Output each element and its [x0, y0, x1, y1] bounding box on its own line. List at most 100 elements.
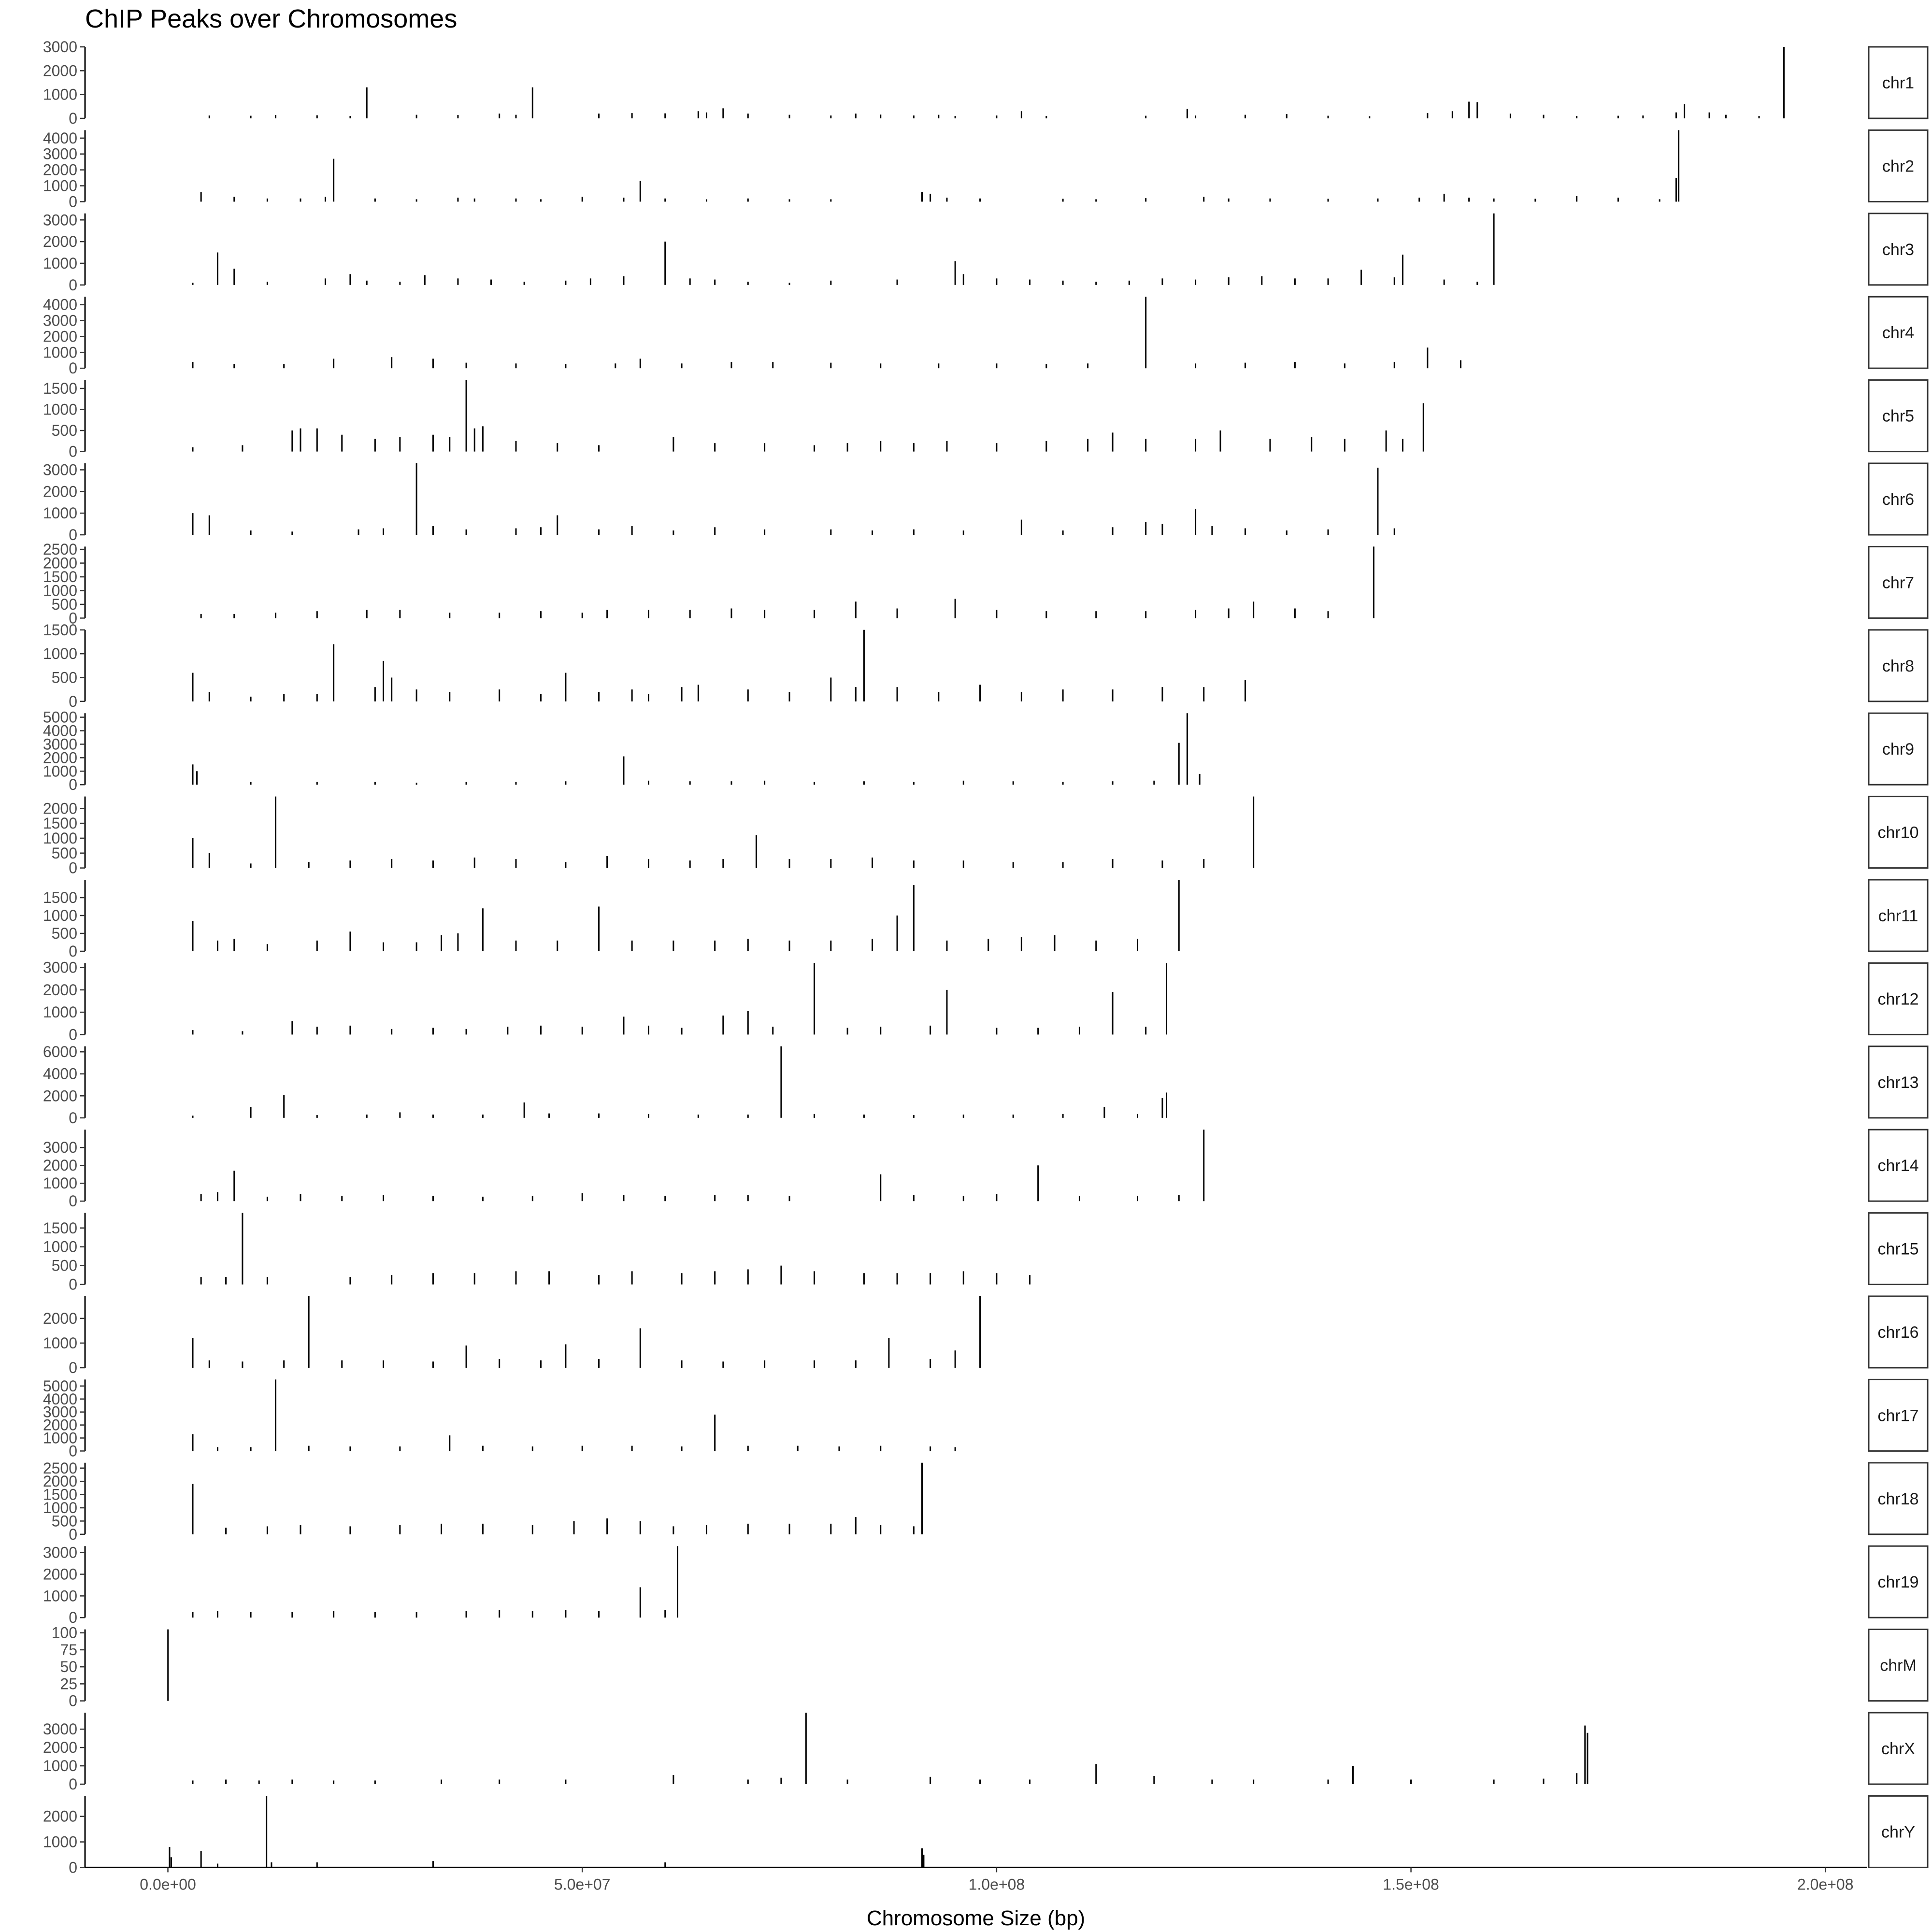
y-tick-label: 1000 — [43, 1429, 77, 1446]
x-axis-title: Chromosome Size (bp) — [867, 1906, 1085, 1930]
y-tick-label: 1000 — [43, 401, 77, 418]
facet-panel-chr1: 0 1000 2000 3000 chr1 — [43, 38, 1929, 127]
y-tick-label: 4000 — [43, 1390, 77, 1408]
facet-panels: 0100020003000chr101000200030004000chr201… — [43, 38, 1929, 1876]
facet-strip-label: chr11 — [1878, 907, 1918, 925]
y-tick-label: 1500 — [43, 568, 77, 586]
facet-strip-chr6 — [1868, 462, 1929, 536]
facet-strip-label: chr13 — [1877, 1073, 1918, 1092]
facet-strip-chr18 — [1868, 1462, 1929, 1535]
facet-strip-chr16 — [1868, 1295, 1929, 1369]
y-tick-label: 500 — [52, 596, 77, 613]
facet-strip-label: chr2 — [1882, 157, 1914, 175]
y-tick-label: 3000 — [43, 735, 77, 753]
y-tick-label: 2000 — [43, 161, 77, 179]
y-tick-label: 6000 — [43, 1043, 77, 1060]
facet-strip-label: chr7 — [1882, 573, 1914, 592]
facet-strip-label: chr4 — [1882, 324, 1914, 342]
facet-panel-chr8: 0 500 1000 1500 chr8 — [43, 621, 1929, 710]
y-tick-label: 0 — [69, 1442, 77, 1460]
facet-strip-label: chr6 — [1882, 490, 1914, 509]
facet-strip-chr10 — [1868, 796, 1929, 869]
facet-strip-label: chr17 — [1877, 1406, 1918, 1425]
x-tick-label: 0.0e+00 — [140, 1875, 196, 1893]
y-tick-label: 1500 — [43, 1219, 77, 1237]
y-tick-label: 1000 — [43, 830, 77, 847]
facet-panel-chrY: 0 1000 2000 chrY — [43, 1795, 1929, 1876]
y-tick-label: 0 — [69, 1526, 77, 1543]
y-tick-label: 0 — [69, 1109, 77, 1127]
y-tick-label: 1500 — [43, 1486, 77, 1503]
y-tick-label: 0 — [69, 1775, 77, 1793]
y-tick-label: 100 — [52, 1624, 77, 1642]
x-tick-label: 1.0e+08 — [969, 1875, 1025, 1893]
y-tick-label: 2000 — [43, 62, 77, 79]
facet-strip-label: chr18 — [1877, 1490, 1918, 1508]
y-tick-label: 1000 — [43, 1499, 77, 1517]
y-tick-label: 2000 — [43, 981, 77, 999]
y-tick-label: 1500 — [43, 380, 77, 397]
y-tick-label: 0 — [69, 110, 77, 127]
y-tick-label: 2000 — [43, 233, 77, 250]
y-tick-label: 1000 — [43, 504, 77, 522]
y-tick-label: 1000 — [43, 645, 77, 662]
x-tick-label: 2.0e+08 — [1797, 1875, 1854, 1893]
y-tick-label: 4000 — [43, 296, 77, 314]
y-tick-label: 25 — [60, 1675, 77, 1692]
facet-strip-label: chr19 — [1877, 1573, 1918, 1591]
y-tick-label: 3000 — [43, 1139, 77, 1156]
facet-strip-chr19 — [1868, 1545, 1929, 1618]
y-tick-label: 1000 — [43, 255, 77, 272]
x-tick-label: 5.0e+07 — [554, 1875, 611, 1893]
y-tick-label: 0 — [69, 1859, 77, 1876]
y-tick-label: 50 — [60, 1658, 77, 1675]
facet-strip-chr4 — [1868, 296, 1929, 369]
y-tick-label: 500 — [52, 1257, 77, 1274]
y-tick-label: 4000 — [43, 129, 77, 147]
y-tick-label: 2000 — [43, 1087, 77, 1104]
facet-strip-label: chrY — [1881, 1823, 1915, 1841]
y-tick-label: 500 — [52, 925, 77, 942]
y-tick-label: 2000 — [43, 1566, 77, 1583]
y-tick-label: 500 — [52, 844, 77, 862]
y-tick-label: 2000 — [43, 800, 77, 817]
y-tick-label: 1000 — [43, 1587, 77, 1604]
y-tick-label: 4000 — [43, 1065, 77, 1083]
y-tick-label: 3000 — [43, 38, 77, 56]
facet-strip-chr15 — [1868, 1212, 1929, 1286]
facet-strip-label: chr12 — [1877, 990, 1918, 1008]
y-tick-label: 0 — [69, 276, 77, 294]
y-tick-label: 500 — [52, 1512, 77, 1530]
facet-strip-label: chrM — [1880, 1657, 1917, 1675]
facet-strip-label: chr10 — [1877, 824, 1918, 842]
y-tick-label: 1000 — [43, 762, 77, 780]
facet-strip-chr5 — [1868, 379, 1929, 453]
facet-strip-label: chr15 — [1877, 1240, 1918, 1259]
y-tick-label: 2500 — [43, 1460, 77, 1477]
y-tick-label: 2000 — [43, 1808, 77, 1825]
y-tick-label: 0 — [69, 443, 77, 460]
facet-strip-label: chr8 — [1882, 657, 1914, 675]
facet-strip-chr7 — [1868, 545, 1929, 619]
facet-strip-chr9 — [1868, 712, 1929, 786]
facet-panel-chr6: 0 1000 2000 3000 chr6 — [43, 461, 1929, 544]
facet-panel-chr5: 0 500 1000 1500 chr5 — [43, 379, 1929, 460]
y-tick-label: 1500 — [43, 621, 77, 639]
facet-strip-chr17 — [1868, 1378, 1929, 1452]
chart-title: ChIP Peaks over Chromosomes — [85, 4, 457, 33]
y-tick-label: 0 — [69, 943, 77, 960]
y-tick-label: 75 — [60, 1641, 77, 1659]
y-tick-label: 2000 — [43, 749, 77, 766]
facet-panel-chr12: 0 1000 2000 3000 chr12 — [43, 959, 1929, 1043]
facet-strip-chr14 — [1868, 1129, 1929, 1202]
y-tick-label: 4000 — [43, 722, 77, 740]
y-tick-label: 1000 — [43, 582, 77, 599]
y-tick-label: 3000 — [43, 1720, 77, 1738]
